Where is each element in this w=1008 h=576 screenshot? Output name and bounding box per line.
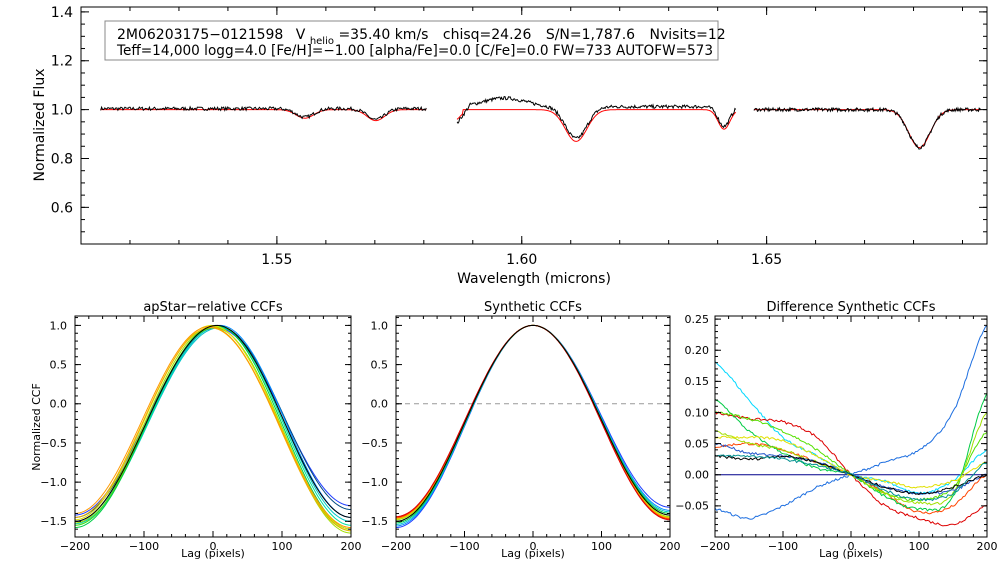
y-tick-label: 1.4 [51, 5, 73, 21]
x-tick-label: 200 [660, 540, 681, 553]
nvisits-value: Nvisits=12 [650, 27, 726, 43]
y-tick-label: 1.0 [50, 319, 68, 332]
y-tick-label: −1.5 [361, 515, 388, 528]
difference-ccf-series-line [714, 435, 988, 489]
synthetic-ccf-lines [395, 324, 671, 529]
x-tick-label: 200 [977, 540, 998, 553]
x-tick-label: −200 [381, 540, 411, 553]
spectrum-ticks: 1.55 1.60 1.65 0.6 0.8 1.0 1.2 1.4 [51, 5, 987, 268]
difference-ccf-panel: −200 −100 0 100 200 0.25 0.20 0.15 0.10 0.05 0.00 −… [675, 300, 997, 560]
difference-ccf-lines [714, 324, 988, 527]
x-tick-label: 100 [272, 540, 293, 553]
difference-ccf-ticks: −200 −100 0 100 200 0.25 0.20 0.15 0.10 0.05 0.00 −… [675, 313, 997, 553]
spectrum-lines [100, 96, 981, 150]
spectrum-plot-frame [80, 6, 988, 245]
info-box [104, 20, 719, 61]
snr-value: S/N=1,787.6 [546, 27, 635, 43]
y-tick-label: 0.10 [685, 406, 710, 419]
vhelio-subscript: helio [310, 36, 334, 47]
y-tick-label: 0.05 [685, 437, 710, 450]
difference-ccf-title: Difference Synthetic CCFs [766, 300, 935, 315]
apstar-ccf-series-line [74, 324, 352, 522]
x-tick-label: 100 [591, 540, 612, 553]
y-tick-label: −1.5 [40, 515, 67, 528]
y-tick-label: −0.5 [361, 437, 388, 450]
x-tick-label: 100 [909, 540, 930, 553]
observed-spectrum-line [456, 96, 737, 139]
y-tick-label: 0.0 [371, 398, 389, 411]
x-tick-label: 1.55 [261, 252, 292, 268]
vhelio-value: =35.40 km/s [338, 27, 428, 43]
y-tick-label: 1.2 [51, 54, 73, 70]
y-tick-label: 0.00 [685, 469, 710, 482]
y-tick-label: −1.0 [40, 476, 67, 489]
y-tick-label: 0.0 [50, 398, 68, 411]
y-tick-label: −0.5 [40, 437, 67, 450]
x-tick-label: 1.60 [506, 252, 537, 268]
chisq-value: chisq=24.26 [443, 27, 532, 43]
spectrum-x-axis-label: Wavelength (microns) [457, 271, 611, 287]
apstar-ccf-y-axis-label: Normalized CCF [30, 383, 43, 471]
apstar-ccf-title: apStar−relative CCFs [143, 300, 283, 315]
synthetic-ccf-series-line [395, 324, 671, 522]
x-tick-label: −100 [449, 540, 479, 553]
y-tick-label: −1.0 [361, 476, 388, 489]
difference-ccf-series-line [714, 454, 988, 502]
y-tick-label: 0.25 [685, 313, 710, 326]
apstar-ccf-lines [74, 324, 352, 534]
y-tick-label: 1.0 [51, 103, 73, 119]
x-tick-label: −100 [129, 540, 159, 553]
x-tick-label: 0 [530, 540, 537, 553]
apstar-ccf-series-line [74, 327, 352, 532]
observed-spectrum-line [100, 105, 427, 120]
observed-spectrum-line [753, 106, 981, 150]
y-tick-label: 0.15 [685, 375, 710, 388]
y-tick-label: 1.0 [371, 319, 389, 332]
synthetic-ccf-panel: −200 −100 0 100 200 1.0 0.5 0.0 −0.5 −1.0 −1.5 Syn… [361, 300, 680, 560]
y-tick-label: 0.5 [371, 358, 389, 371]
x-tick-label: 0 [210, 540, 217, 553]
x-tick-label: 200 [341, 540, 362, 553]
x-tick-label: 0 [848, 540, 855, 553]
x-tick-label: 1.65 [751, 252, 782, 268]
vhelio-symbol: V [296, 27, 306, 43]
synthetic-ccf-title: Synthetic CCFs [484, 300, 582, 315]
difference-ccf-x-axis-label: Lag (pixels) [819, 547, 883, 560]
y-tick-label: 0.8 [51, 151, 73, 167]
y-tick-label: 0.6 [51, 200, 73, 216]
apstar-ccf-x-axis-label: Lag (pixels) [181, 547, 245, 560]
star-id: 2M06203175−0121598 [117, 27, 283, 43]
model-spectrum-line [456, 109, 737, 142]
apstar-ccf-series-line [74, 326, 352, 529]
apstar-ccf-panel: −200 −100 0 100 200 1.0 0.5 0.0 −0.5 −1.0 −1.5 apS… [30, 300, 362, 560]
x-tick-label: −200 [60, 540, 90, 553]
x-tick-label: −100 [768, 540, 798, 553]
y-tick-label: 0.5 [50, 358, 68, 371]
spectrum-y-axis-label: Normalized Flux [32, 69, 48, 182]
synthetic-ccf-x-axis-label: Lag (pixels) [501, 547, 565, 560]
y-tick-label: −0.05 [675, 500, 709, 513]
synthetic-ccf-ticks: −200 −100 0 100 200 1.0 0.5 0.0 −0.5 −1.0 −1.5 [361, 316, 681, 553]
model-spectrum-line [100, 109, 427, 122]
info-line-2: Teff=14,000 logg=4.0 [Fe/H]=−1.00 [alpha… [116, 43, 713, 59]
x-tick-label: −200 [700, 540, 730, 553]
info-line-1: 2M06203175−0121598 V helio =35.40 km/s c… [117, 27, 726, 48]
spectrum-panel: 1.55 1.60 1.65 0.6 0.8 1.0 1.2 1.4 2M06203175−0… [32, 5, 988, 287]
y-tick-label: 0.20 [685, 344, 710, 357]
apstar-ccf-ticks: −200 −100 0 100 200 1.0 0.5 0.0 −0.5 −1.0 −1.5 [40, 316, 362, 553]
